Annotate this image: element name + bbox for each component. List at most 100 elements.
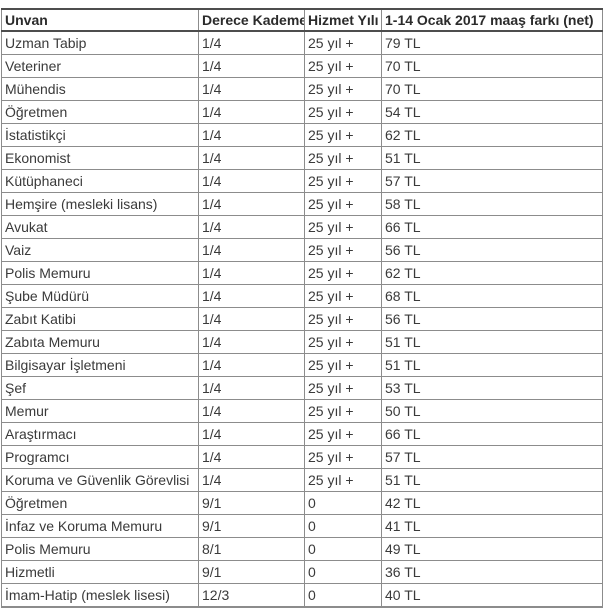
table-row: Uzman Tabip 1/4 25 yıl + 79 TL [1, 30, 603, 55]
cell-hizmet-yili: 25 yıl + [304, 399, 382, 423]
header-cell-maas-farki: 1-14 Ocak 2017 maaş farkı (net) [381, 8, 603, 32]
table-row: Öğretmen 9/1 0 42 TL [1, 491, 603, 515]
cell-derece-kademe: 1/4 [198, 261, 305, 285]
cell-hizmet-yili: 0 [304, 514, 382, 538]
cell-hizmet-yili: 0 [304, 560, 382, 584]
cell-hizmet-yili: 25 yıl + [304, 353, 382, 377]
cell-unvan: Mühendis [1, 77, 199, 101]
cell-unvan: İmam-Hatip (meslek lisesi) [1, 583, 199, 608]
table-row: Mühendis 1/4 25 yıl + 70 TL [1, 77, 603, 101]
cell-derece-kademe: 1/4 [198, 353, 305, 377]
cell-derece-kademe: 1/4 [198, 215, 305, 239]
cell-maas-farki: 66 TL [381, 422, 603, 446]
table-row: Programcı 1/4 25 yıl + 57 TL [1, 445, 603, 469]
cell-maas-farki: 57 TL [381, 445, 603, 469]
table-row: Koruma ve Güvenlik Görevlisi 1/4 25 yıl … [1, 468, 603, 492]
cell-unvan: İstatistikçi [1, 123, 199, 147]
table-row: Polis Memuru 8/1 0 49 TL [1, 537, 603, 561]
cell-unvan: Zabıt Katibi [1, 307, 199, 331]
cell-hizmet-yili: 25 yıl + [304, 261, 382, 285]
cell-hizmet-yili: 25 yıl + [304, 169, 382, 193]
cell-maas-farki: 51 TL [381, 330, 603, 354]
cell-derece-kademe: 1/4 [198, 284, 305, 308]
cell-maas-farki: 66 TL [381, 215, 603, 239]
table-row: Kütüphaneci 1/4 25 yıl + 57 TL [1, 169, 603, 193]
cell-hizmet-yili: 0 [304, 583, 382, 608]
cell-maas-farki: 58 TL [381, 192, 603, 216]
cell-unvan: Polis Memuru [1, 261, 199, 285]
table-row: Veteriner 1/4 25 yıl + 70 TL [1, 54, 603, 78]
cell-derece-kademe: 1/4 [198, 100, 305, 124]
cell-maas-farki: 51 TL [381, 468, 603, 492]
table-row: Avukat 1/4 25 yıl + 66 TL [1, 215, 603, 239]
cell-derece-kademe: 1/4 [198, 30, 305, 55]
cell-hizmet-yili: 25 yıl + [304, 422, 382, 446]
cell-maas-farki: 68 TL [381, 284, 603, 308]
cell-maas-farki: 51 TL [381, 353, 603, 377]
cell-derece-kademe: 12/3 [198, 583, 305, 608]
cell-unvan: Memur [1, 399, 199, 423]
header-cell-unvan: Unvan [1, 8, 199, 32]
cell-hizmet-yili: 25 yıl + [304, 468, 382, 492]
table-row: Polis Memuru 1/4 25 yıl + 62 TL [1, 261, 603, 285]
cell-maas-farki: 49 TL [381, 537, 603, 561]
cell-maas-farki: 62 TL [381, 261, 603, 285]
cell-unvan: Öğretmen [1, 491, 199, 515]
table-row: Vaiz 1/4 25 yıl + 56 TL [1, 238, 603, 262]
cell-maas-farki: 70 TL [381, 54, 603, 78]
cell-unvan: Uzman Tabip [1, 30, 199, 55]
cell-unvan: Hizmetli [1, 560, 199, 584]
cell-unvan: Vaiz [1, 238, 199, 262]
cell-unvan: Zabıta Memuru [1, 330, 199, 354]
table-row: İstatistikçi 1/4 25 yıl + 62 TL [1, 123, 603, 147]
header-cell-hizmet-yili: Hizmet Yılı [304, 8, 382, 32]
cell-unvan: Bilgisayar İşletmeni [1, 353, 199, 377]
cell-derece-kademe: 1/4 [198, 445, 305, 469]
table-row: İmam-Hatip (meslek lisesi) 12/3 0 40 TL [1, 583, 603, 608]
cell-unvan: Veteriner [1, 54, 199, 78]
cell-derece-kademe: 1/4 [198, 330, 305, 354]
cell-maas-farki: 56 TL [381, 307, 603, 331]
cell-derece-kademe: 1/4 [198, 399, 305, 423]
header-cell-derece-kademe: Derece Kademe [198, 8, 305, 32]
table-row: Zabıt Katibi 1/4 25 yıl + 56 TL [1, 307, 603, 331]
cell-hizmet-yili: 25 yıl + [304, 30, 382, 55]
table-body: Uzman Tabip 1/4 25 yıl + 79 TL Veteriner… [1, 30, 603, 608]
cell-derece-kademe: 9/1 [198, 560, 305, 584]
cell-unvan: Kütüphaneci [1, 169, 199, 193]
cell-hizmet-yili: 25 yıl + [304, 238, 382, 262]
cell-derece-kademe: 1/4 [198, 123, 305, 147]
cell-derece-kademe: 1/4 [198, 146, 305, 170]
cell-hizmet-yili: 25 yıl + [304, 376, 382, 400]
cell-maas-farki: 57 TL [381, 169, 603, 193]
table-row: Araştırmacı 1/4 25 yıl + 66 TL [1, 422, 603, 446]
table-header: Unvan Derece Kademe Hizmet Yılı 1-14 Oca… [1, 8, 603, 32]
cell-maas-farki: 79 TL [381, 30, 603, 55]
cell-unvan: Koruma ve Güvenlik Görevlisi [1, 468, 199, 492]
cell-unvan: Ekonomist [1, 146, 199, 170]
cell-maas-farki: 41 TL [381, 514, 603, 538]
cell-derece-kademe: 1/4 [198, 376, 305, 400]
cell-derece-kademe: 1/4 [198, 307, 305, 331]
table-row: Şef 1/4 25 yıl + 53 TL [1, 376, 603, 400]
cell-hizmet-yili: 25 yıl + [304, 54, 382, 78]
cell-hizmet-yili: 25 yıl + [304, 284, 382, 308]
cell-maas-farki: 50 TL [381, 399, 603, 423]
cell-maas-farki: 42 TL [381, 491, 603, 515]
cell-maas-farki: 54 TL [381, 100, 603, 124]
cell-maas-farki: 51 TL [381, 146, 603, 170]
table-row: Hemşire (mesleki lisans) 1/4 25 yıl + 58… [1, 192, 603, 216]
cell-unvan: Şube Müdürü [1, 284, 199, 308]
cell-maas-farki: 62 TL [381, 123, 603, 147]
table-row: Zabıta Memuru 1/4 25 yıl + 51 TL [1, 330, 603, 354]
table-row: Bilgisayar İşletmeni 1/4 25 yıl + 51 TL [1, 353, 603, 377]
header-row: Unvan Derece Kademe Hizmet Yılı 1-14 Oca… [1, 8, 603, 32]
cell-derece-kademe: 1/4 [198, 422, 305, 446]
cell-hizmet-yili: 25 yıl + [304, 192, 382, 216]
cell-derece-kademe: 9/1 [198, 514, 305, 538]
cell-unvan: Programcı [1, 445, 199, 469]
cell-hizmet-yili: 25 yıl + [304, 123, 382, 147]
cell-hizmet-yili: 25 yıl + [304, 330, 382, 354]
table-row: Memur 1/4 25 yıl + 50 TL [1, 399, 603, 423]
cell-unvan: Hemşire (mesleki lisans) [1, 192, 199, 216]
